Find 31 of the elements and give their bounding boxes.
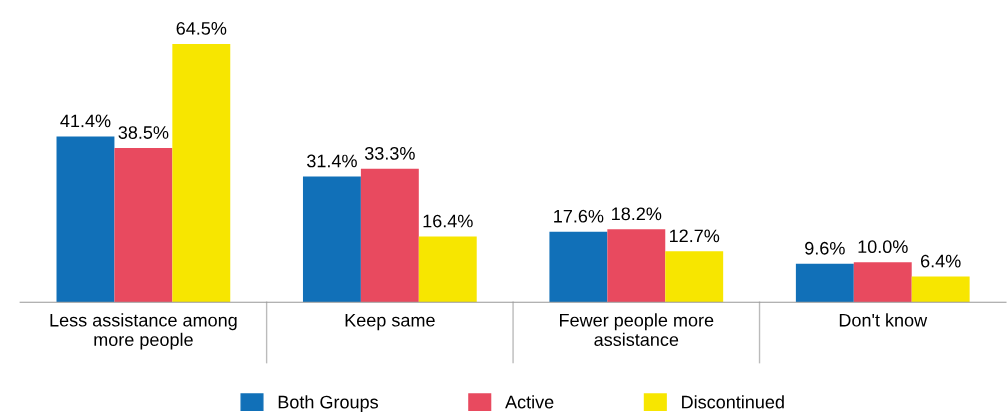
data-label: 10.0% [858, 240, 908, 254]
bar [911, 276, 970, 303]
bar [795, 263, 854, 303]
bar [853, 262, 912, 303]
data-label: 6.4% [921, 254, 961, 268]
data-label: 64.5% [176, 22, 227, 35]
data-label: 16.4% [423, 214, 473, 228]
bar [56, 136, 115, 303]
bar [549, 231, 608, 303]
data-label: 33.3% [364, 146, 415, 160]
bar [114, 148, 173, 303]
data-label: 31.4% [307, 154, 357, 168]
x-tick-label: Don't know [839, 313, 928, 327]
legend-label: Active [505, 395, 554, 409]
bar [172, 43, 231, 303]
data-label: 12.7% [670, 229, 720, 243]
x-tick-label: Keep same [345, 313, 435, 331]
x-tick-label: Less assistance among more people [50, 313, 237, 350]
bar [418, 236, 477, 303]
data-label: 18.2% [612, 207, 662, 221]
data-label: 17.6% [554, 209, 604, 223]
bar [302, 176, 361, 303]
bar [607, 229, 666, 303]
legend-label: Both Groups [278, 395, 378, 413]
x-tick-label: Fewer people more assistance [560, 313, 714, 347]
data-label: 9.6% [805, 241, 845, 255]
data-label: 41.4% [60, 114, 111, 128]
bar [665, 251, 724, 303]
legend-label: Discontinued [682, 395, 784, 409]
data-label: 38.5% [118, 126, 169, 139]
bar [360, 168, 419, 303]
